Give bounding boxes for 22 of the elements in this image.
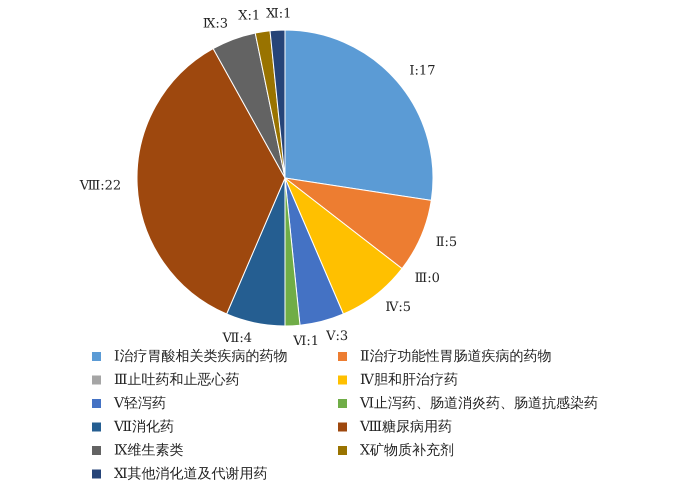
legend-label: Ⅸ维生素类	[114, 442, 184, 459]
legend-label: Ⅰ治疗胃酸相关类疾病的药物	[114, 348, 288, 365]
legend-label: Ⅲ止吐药和止恶心药	[114, 372, 240, 388]
text: Ⅲ:0	[414, 270, 440, 286]
legend-label: Ⅵ止泻药、肠道消炎药、肠道抗感染药	[359, 396, 598, 412]
data-label: Ⅸ:3	[202, 16, 228, 32]
data-label: Ⅷ:22	[78, 178, 122, 194]
legend-label: Ⅹ矿物质补充剂	[360, 442, 454, 459]
data-label: Ⅹ:1	[238, 8, 260, 24]
data-label: Ⅳ:5	[385, 300, 412, 316]
data-label: Ⅵ:1	[292, 334, 320, 350]
legend-label: Ⅴ轻泻药	[113, 396, 166, 412]
data-label: Ⅶ:4	[222, 331, 252, 346]
legend-label: Ⅺ其他消化道及代谢用药	[114, 466, 268, 482]
data-label: Ⅴ:3	[325, 329, 348, 344]
legend-label: Ⅳ胆和肝治疗药	[360, 372, 458, 388]
data-label: Ⅰ:17	[409, 64, 436, 79]
legend-label: Ⅷ糖尿病用药	[359, 419, 452, 436]
data-label: Ⅺ:1	[266, 6, 292, 22]
legend-label: Ⅱ治疗功能性胃肠道疾病的药物	[360, 348, 552, 365]
data-label: Ⅱ:5	[436, 235, 458, 250]
legend-label: Ⅶ消化药	[113, 419, 174, 436]
